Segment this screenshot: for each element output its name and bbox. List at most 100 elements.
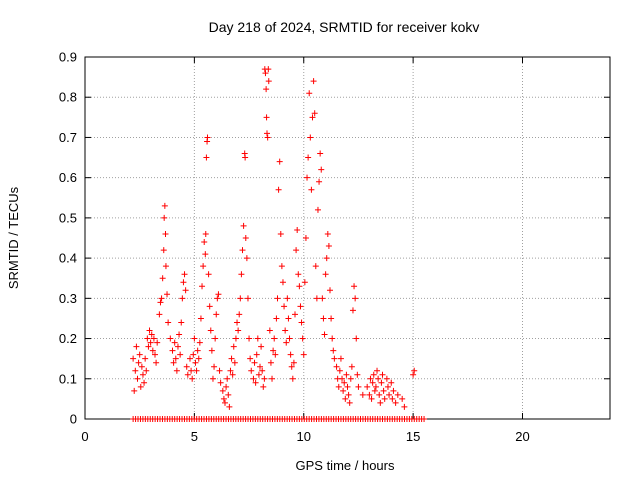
data-point bbox=[410, 371, 417, 378]
grid bbox=[85, 57, 610, 419]
data-point bbox=[267, 359, 274, 366]
y-tick-label: 0.9 bbox=[59, 50, 77, 65]
data-point bbox=[275, 186, 282, 193]
data-point bbox=[204, 134, 211, 141]
data-point bbox=[148, 331, 155, 338]
data-point bbox=[145, 343, 152, 350]
data-point bbox=[388, 379, 395, 386]
data-point bbox=[272, 351, 279, 358]
data-point bbox=[230, 343, 237, 350]
data-point bbox=[184, 371, 191, 378]
data-point bbox=[327, 287, 333, 294]
data-point bbox=[246, 335, 253, 342]
data-point bbox=[339, 375, 346, 382]
chart-title: Day 218 of 2024, SRMTID for receiver kok… bbox=[209, 19, 480, 35]
data-point bbox=[370, 371, 377, 378]
x-axis-label: GPS time / hours bbox=[296, 458, 395, 473]
data-point bbox=[181, 271, 188, 278]
data-point bbox=[377, 399, 384, 406]
data-point bbox=[169, 347, 176, 354]
data-point bbox=[376, 391, 383, 398]
data-point bbox=[364, 383, 371, 390]
data-point bbox=[401, 403, 408, 410]
data-point bbox=[265, 78, 272, 85]
data-point bbox=[301, 279, 308, 286]
data-point bbox=[283, 339, 290, 346]
data-point bbox=[247, 355, 254, 362]
data-point bbox=[345, 391, 352, 398]
data-point bbox=[335, 383, 342, 390]
data-point bbox=[271, 335, 278, 342]
data-point bbox=[263, 86, 270, 93]
data-point bbox=[213, 311, 220, 318]
data-point bbox=[331, 355, 338, 362]
data-point bbox=[214, 295, 221, 302]
data-point bbox=[253, 351, 260, 358]
data-point bbox=[278, 263, 285, 270]
y-tick-label: 0 bbox=[70, 412, 77, 427]
data-point bbox=[333, 363, 340, 370]
axis-ticks: 0 0.1 0.2 0.3 0.4 0.5 0.6 0.7 0.8 0.9 0 5 10 15 20 bbox=[59, 50, 610, 444]
data-point bbox=[217, 379, 224, 386]
data-point bbox=[143, 367, 150, 374]
data-point bbox=[150, 335, 157, 342]
y-tick-label: 0.3 bbox=[59, 291, 77, 306]
data-point bbox=[219, 387, 226, 394]
data-point bbox=[224, 375, 231, 382]
data-point bbox=[306, 90, 313, 97]
data-point bbox=[312, 263, 319, 270]
data-point bbox=[142, 355, 149, 362]
data-point bbox=[344, 383, 351, 390]
data-point bbox=[302, 235, 309, 241]
data-point bbox=[348, 363, 355, 370]
data-point bbox=[164, 291, 171, 298]
y-tick-label: 0.8 bbox=[59, 90, 77, 105]
data-point bbox=[190, 351, 197, 358]
data-point bbox=[207, 327, 214, 334]
data-point bbox=[132, 367, 139, 374]
data-point bbox=[264, 134, 271, 141]
y-tick-label: 0.1 bbox=[59, 371, 77, 386]
data-point bbox=[347, 375, 354, 382]
data-point bbox=[286, 335, 293, 342]
data-point bbox=[232, 335, 239, 342]
data-point bbox=[229, 371, 236, 378]
data-point bbox=[177, 351, 184, 358]
data-point bbox=[266, 327, 273, 334]
data-point bbox=[260, 383, 267, 390]
data-point bbox=[206, 303, 213, 310]
data-point bbox=[236, 311, 243, 318]
y-tick-label: 0.4 bbox=[59, 251, 77, 266]
x-tick-label: 0 bbox=[81, 429, 88, 444]
data-point bbox=[194, 347, 201, 354]
data-point bbox=[242, 154, 249, 161]
data-point bbox=[197, 315, 204, 322]
data-point bbox=[188, 367, 195, 374]
data-point bbox=[239, 247, 246, 254]
data-point bbox=[162, 230, 169, 237]
y-tick-label: 0.7 bbox=[59, 130, 77, 145]
data-point bbox=[336, 367, 343, 374]
data-point bbox=[161, 202, 168, 209]
data-point bbox=[381, 395, 388, 402]
data-point bbox=[352, 295, 359, 302]
data-point bbox=[383, 375, 390, 382]
data-point bbox=[366, 391, 373, 398]
x-tick-label: 20 bbox=[515, 429, 529, 444]
data-point bbox=[258, 343, 265, 350]
data-point bbox=[329, 335, 336, 342]
data-point bbox=[379, 371, 386, 378]
data-point bbox=[290, 359, 297, 366]
data-point bbox=[158, 295, 165, 302]
data-point bbox=[390, 387, 397, 394]
data-point bbox=[173, 367, 180, 374]
data-point bbox=[372, 383, 379, 390]
data-point bbox=[259, 367, 266, 374]
data-point bbox=[328, 315, 335, 322]
data-point bbox=[351, 283, 358, 290]
data-point bbox=[238, 271, 245, 278]
data-point bbox=[182, 287, 189, 294]
data-point bbox=[242, 235, 249, 241]
data-point bbox=[227, 367, 234, 374]
data-point bbox=[192, 359, 199, 366]
